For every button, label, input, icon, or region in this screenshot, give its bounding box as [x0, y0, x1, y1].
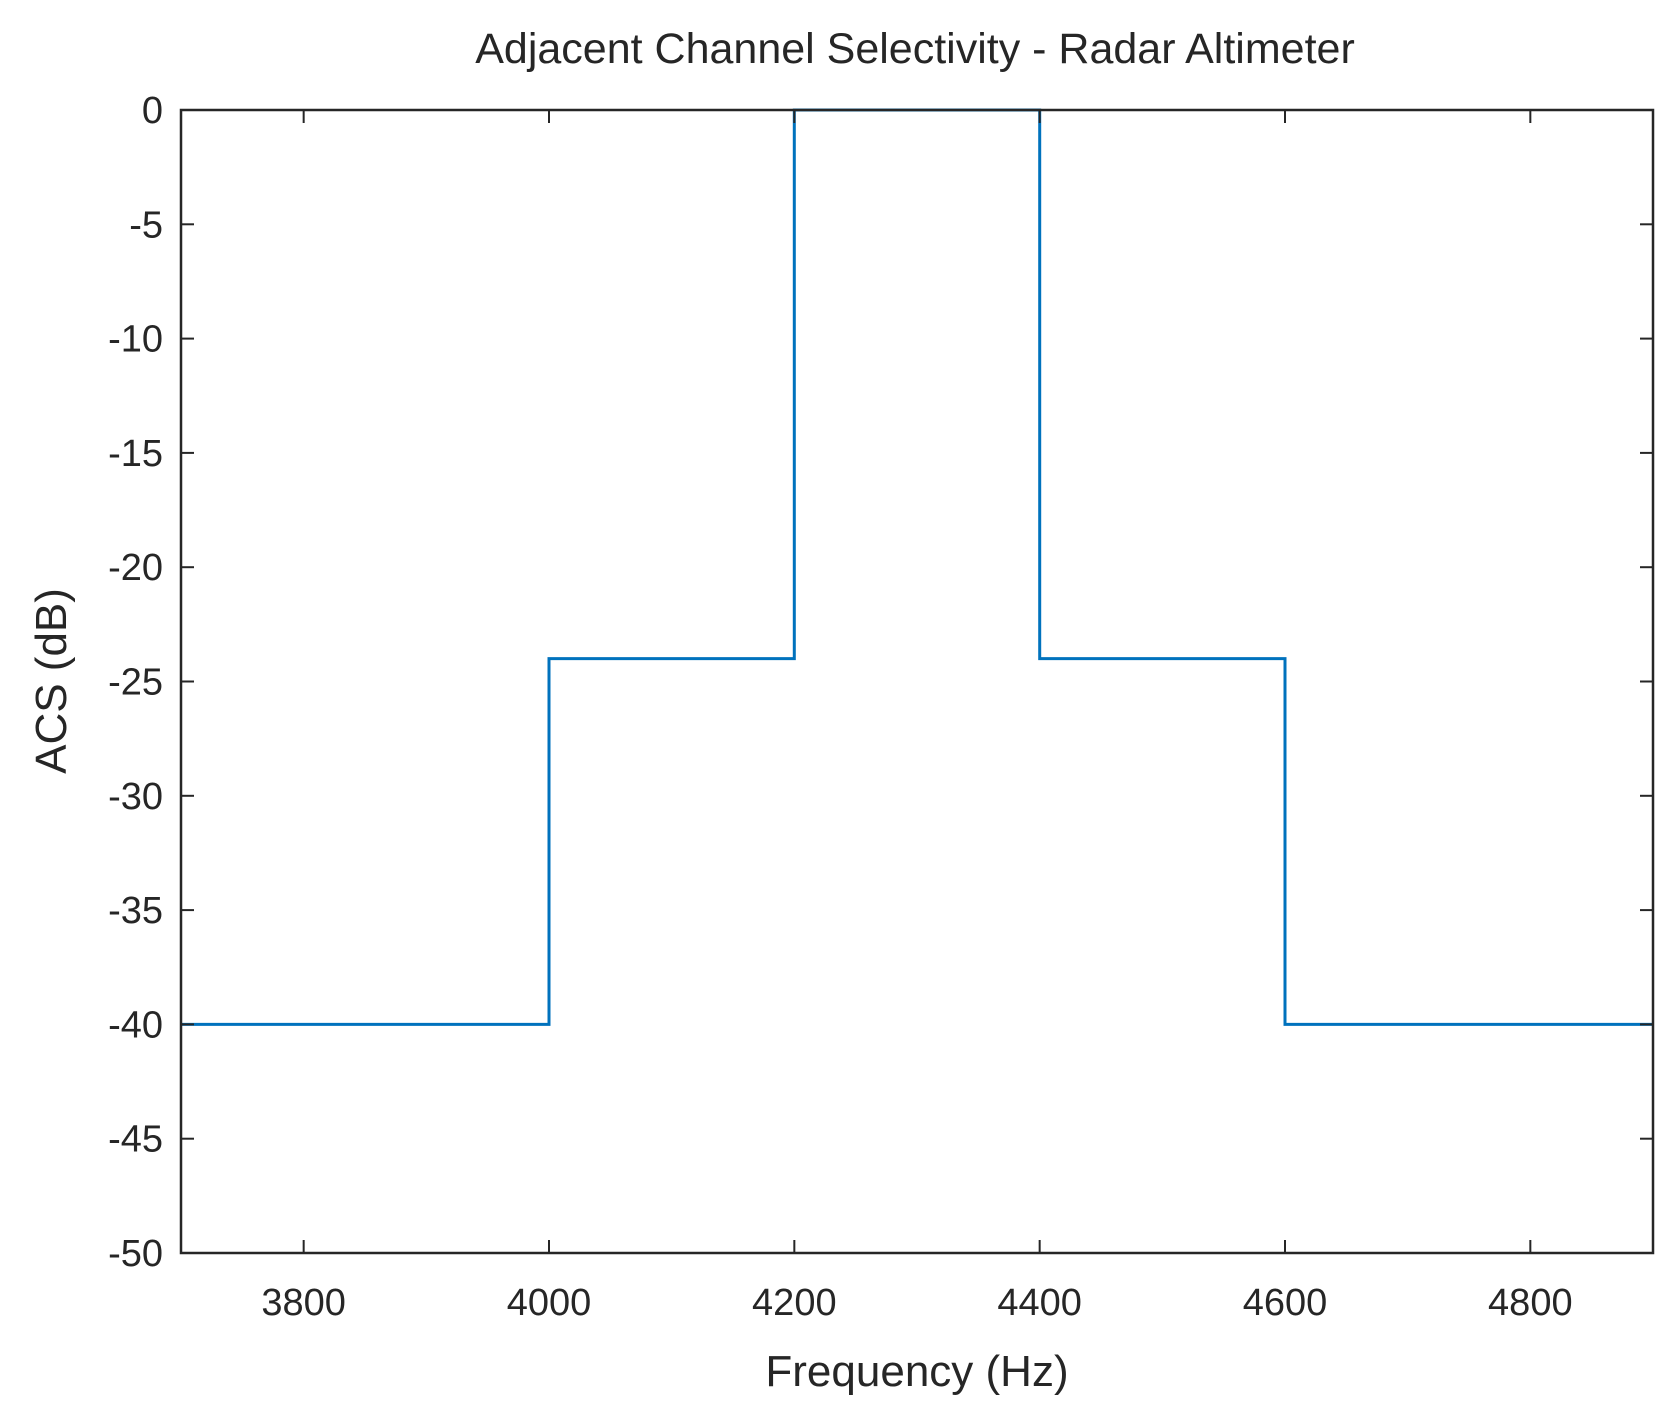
x-axis-label: Frequency (Hz): [765, 1347, 1068, 1396]
axes-box: [179, 108, 1655, 1255]
x-tick-label: 4200: [752, 1282, 837, 1324]
y-tick-label: -10: [108, 319, 163, 361]
y-axis-label: ACS (dB): [27, 588, 76, 774]
y-tick-label: 0: [142, 90, 163, 132]
x-tick-labels: 3800 4000 4200 4400 4600 4800: [261, 1282, 1572, 1324]
y-tick-label: -45: [108, 1119, 163, 1161]
y-tick-label: -35: [108, 890, 163, 932]
y-tick-label: -5: [129, 204, 163, 246]
chart-title: Adjacent Channel Selectivity - Radar Alt…: [475, 25, 1355, 73]
y-tick-label: -25: [108, 662, 163, 704]
x-tick-label: 4400: [997, 1282, 1082, 1324]
y-tick-label: -15: [108, 433, 163, 475]
x-tick-label: 4000: [507, 1282, 592, 1324]
y-tick-label: -50: [108, 1233, 163, 1275]
x-tick-label: 4800: [1488, 1282, 1573, 1324]
y-tick-label: -20: [108, 547, 163, 589]
plot-area: [181, 110, 1653, 1253]
x-tick-label: 3800: [261, 1282, 346, 1324]
y-tick-label: -40: [108, 1004, 163, 1046]
y-tick-labels: 0 -5 -10 -15 -20 -25 -30 -35 -40 -45 -50: [108, 90, 163, 1275]
y-tick-label: -30: [108, 776, 163, 818]
x-tick-label: 4600: [1243, 1282, 1328, 1324]
